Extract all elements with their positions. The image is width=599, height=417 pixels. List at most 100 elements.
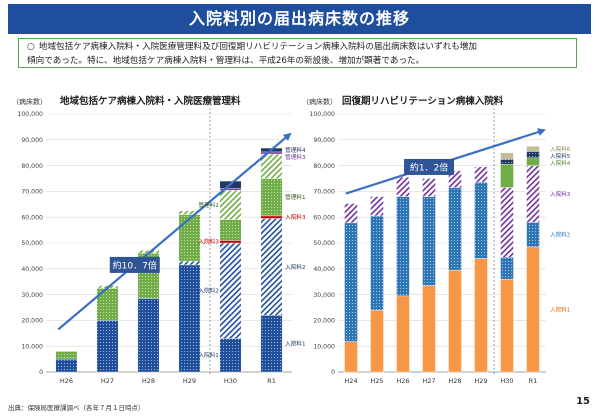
bar-segment-5 <box>526 151 540 159</box>
x-tick-label: H27 <box>422 377 435 385</box>
x-tick-label: H28 <box>448 377 461 385</box>
series-label: 入院料6 <box>550 145 571 153</box>
bar-segment-1 <box>178 214 201 262</box>
x-tick-label: H26 <box>60 377 73 385</box>
bar-segment-1 <box>370 309 384 373</box>
growth-label: 約1．2倍 <box>410 161 448 173</box>
x-tick-label: R1 <box>267 377 276 385</box>
y-tick-label: 0 <box>331 369 335 376</box>
y-tick-label: 10,000 <box>21 343 43 350</box>
series-label: 入院料2 <box>550 231 570 239</box>
bar-segment-1 <box>219 219 242 241</box>
growth-label-box <box>109 256 160 273</box>
chart-title: 回復期リハビリテーション病棟入院料 <box>342 96 504 107</box>
bar-segment-1 <box>96 320 119 373</box>
series-label: 入院料3 <box>550 190 571 198</box>
x-tick-label: H24 <box>344 377 357 385</box>
bar-segment-1 <box>178 264 201 373</box>
series-label: 入院料1 <box>198 351 219 359</box>
bar-segment-3 <box>500 187 514 258</box>
y-tick-label: 0 <box>39 369 43 376</box>
chart-community-care: 0 10,000 20,000 30,000 40,000 50,000 60,000 70,… <box>17 104 306 385</box>
bar-segment-3 <box>260 151 283 155</box>
bar-segment-1 <box>55 358 78 373</box>
bar-segment-2 <box>526 222 540 248</box>
y-tick-label: 90,000 <box>313 137 335 144</box>
y-tick-label: 30,000 <box>313 292 335 299</box>
x-tick-label: H28 <box>142 377 155 385</box>
x-tick-label: H25 <box>370 377 383 385</box>
summary-line-2: 傾向であった。特に、地域包括ケア病棟入院料・管理料は、平成26年の新設後、増加が… <box>27 56 425 66</box>
chart-rehabilitation: 0 10,000 20,000 30,000 40,000 50,000 60,000 70,… <box>309 104 571 385</box>
bar-segment-3 <box>344 203 358 224</box>
bar-segment-2 <box>219 242 242 339</box>
bar-segment-2 <box>178 260 201 266</box>
bar-segment-2 <box>260 218 283 316</box>
y-unit-label: （病床数） <box>12 98 47 106</box>
y-tick-label: 90,000 <box>21 137 43 144</box>
bar-segment-1 <box>526 246 540 373</box>
series-label: 入院料5 <box>550 152 571 160</box>
y-tick-label: 60,000 <box>313 214 335 221</box>
bar-segment-3 <box>474 166 488 183</box>
summary-box: ○ 地域包括ケア病棟入院料・入院医療管理料及び回復期リハビリテーション病棟入院料の… <box>18 38 577 68</box>
page-title: 入院料別の届出病床数の推移 <box>8 4 591 34</box>
chart-panel-community-care: （病床数） 地域包括ケア病棟入院料・入院医療管理料 0 10,000 20,000 3… <box>0 92 306 402</box>
bar-segment-1 <box>422 285 436 373</box>
page-number: 15 <box>576 396 590 407</box>
series-label: 管理料4 <box>285 146 306 154</box>
bar-segment-6 <box>526 146 540 152</box>
bar-segment-3 <box>370 196 384 217</box>
bar-segment-4 <box>526 157 540 166</box>
bar-segment-1 <box>260 315 283 373</box>
bar-segment-2 <box>448 187 462 271</box>
y-tick-label: 40,000 <box>313 266 335 273</box>
y-tick-label: 50,000 <box>313 240 335 247</box>
bar-segment-2 <box>260 153 283 179</box>
y-tick-label: 60,000 <box>21 214 43 221</box>
series-label: 管理料2 <box>198 201 218 209</box>
y-tick-label: 80,000 <box>21 163 43 170</box>
y-tick-label: 70,000 <box>313 189 335 196</box>
y-tick-label: 80,000 <box>313 163 335 170</box>
bar-segment-3 <box>260 215 283 219</box>
bar-segment-3 <box>219 240 242 244</box>
series-label: 入院料1 <box>550 305 571 313</box>
bar-segment-3 <box>526 165 540 223</box>
y-tick-label: 20,000 <box>21 318 43 325</box>
bar-segment-1 <box>219 338 242 373</box>
bar-segment-2 <box>370 215 384 311</box>
bar-segment-2 <box>178 210 201 215</box>
y-tick-label: 100,000 <box>309 111 335 118</box>
y-tick-label: 30,000 <box>21 292 43 299</box>
chart-panel-rehabilitation: （病床数） 回復期リハビリテーション病棟入院料 0 10,000 20,000 30,… <box>300 92 599 402</box>
bar-segment-1 <box>448 269 462 373</box>
y-tick-label: 50,000 <box>21 240 43 247</box>
x-tick-label: H30 <box>500 377 513 385</box>
bar-segment-2 <box>474 182 488 259</box>
x-tick-label: H30 <box>224 377 237 385</box>
bar-segment-1 <box>474 258 488 373</box>
y-tick-label: 40,000 <box>21 266 43 273</box>
bar-segment-1 <box>500 278 514 373</box>
bar-segment-2 <box>344 222 358 342</box>
bar-segment-3 <box>422 178 436 197</box>
y-tick-label: 70,000 <box>21 189 43 196</box>
series-label: 入院料3 <box>198 238 219 246</box>
series-label: 入院料3 <box>285 213 306 221</box>
x-tick-label: H29 <box>474 377 487 385</box>
series-label: 入院料2 <box>285 263 305 271</box>
x-tick-label: H29 <box>183 377 196 385</box>
series-label: 入院料2 <box>198 287 218 295</box>
bar-segment-2 <box>396 196 410 297</box>
bar-segment-3 <box>396 177 410 197</box>
chart-title: 地域包括ケア病棟入院料・入院医療管理料 <box>60 96 241 107</box>
bar-segment-1 <box>344 341 358 373</box>
x-tick-label: R1 <box>529 377 538 385</box>
bar-segment-2 <box>219 189 242 220</box>
bar-segment-1 <box>55 351 78 360</box>
x-tick-label: H26 <box>396 377 409 385</box>
growth-label: 約10．7倍 <box>113 259 157 271</box>
bar-segment-2 <box>500 256 514 280</box>
bar-segment-6 <box>500 152 514 160</box>
